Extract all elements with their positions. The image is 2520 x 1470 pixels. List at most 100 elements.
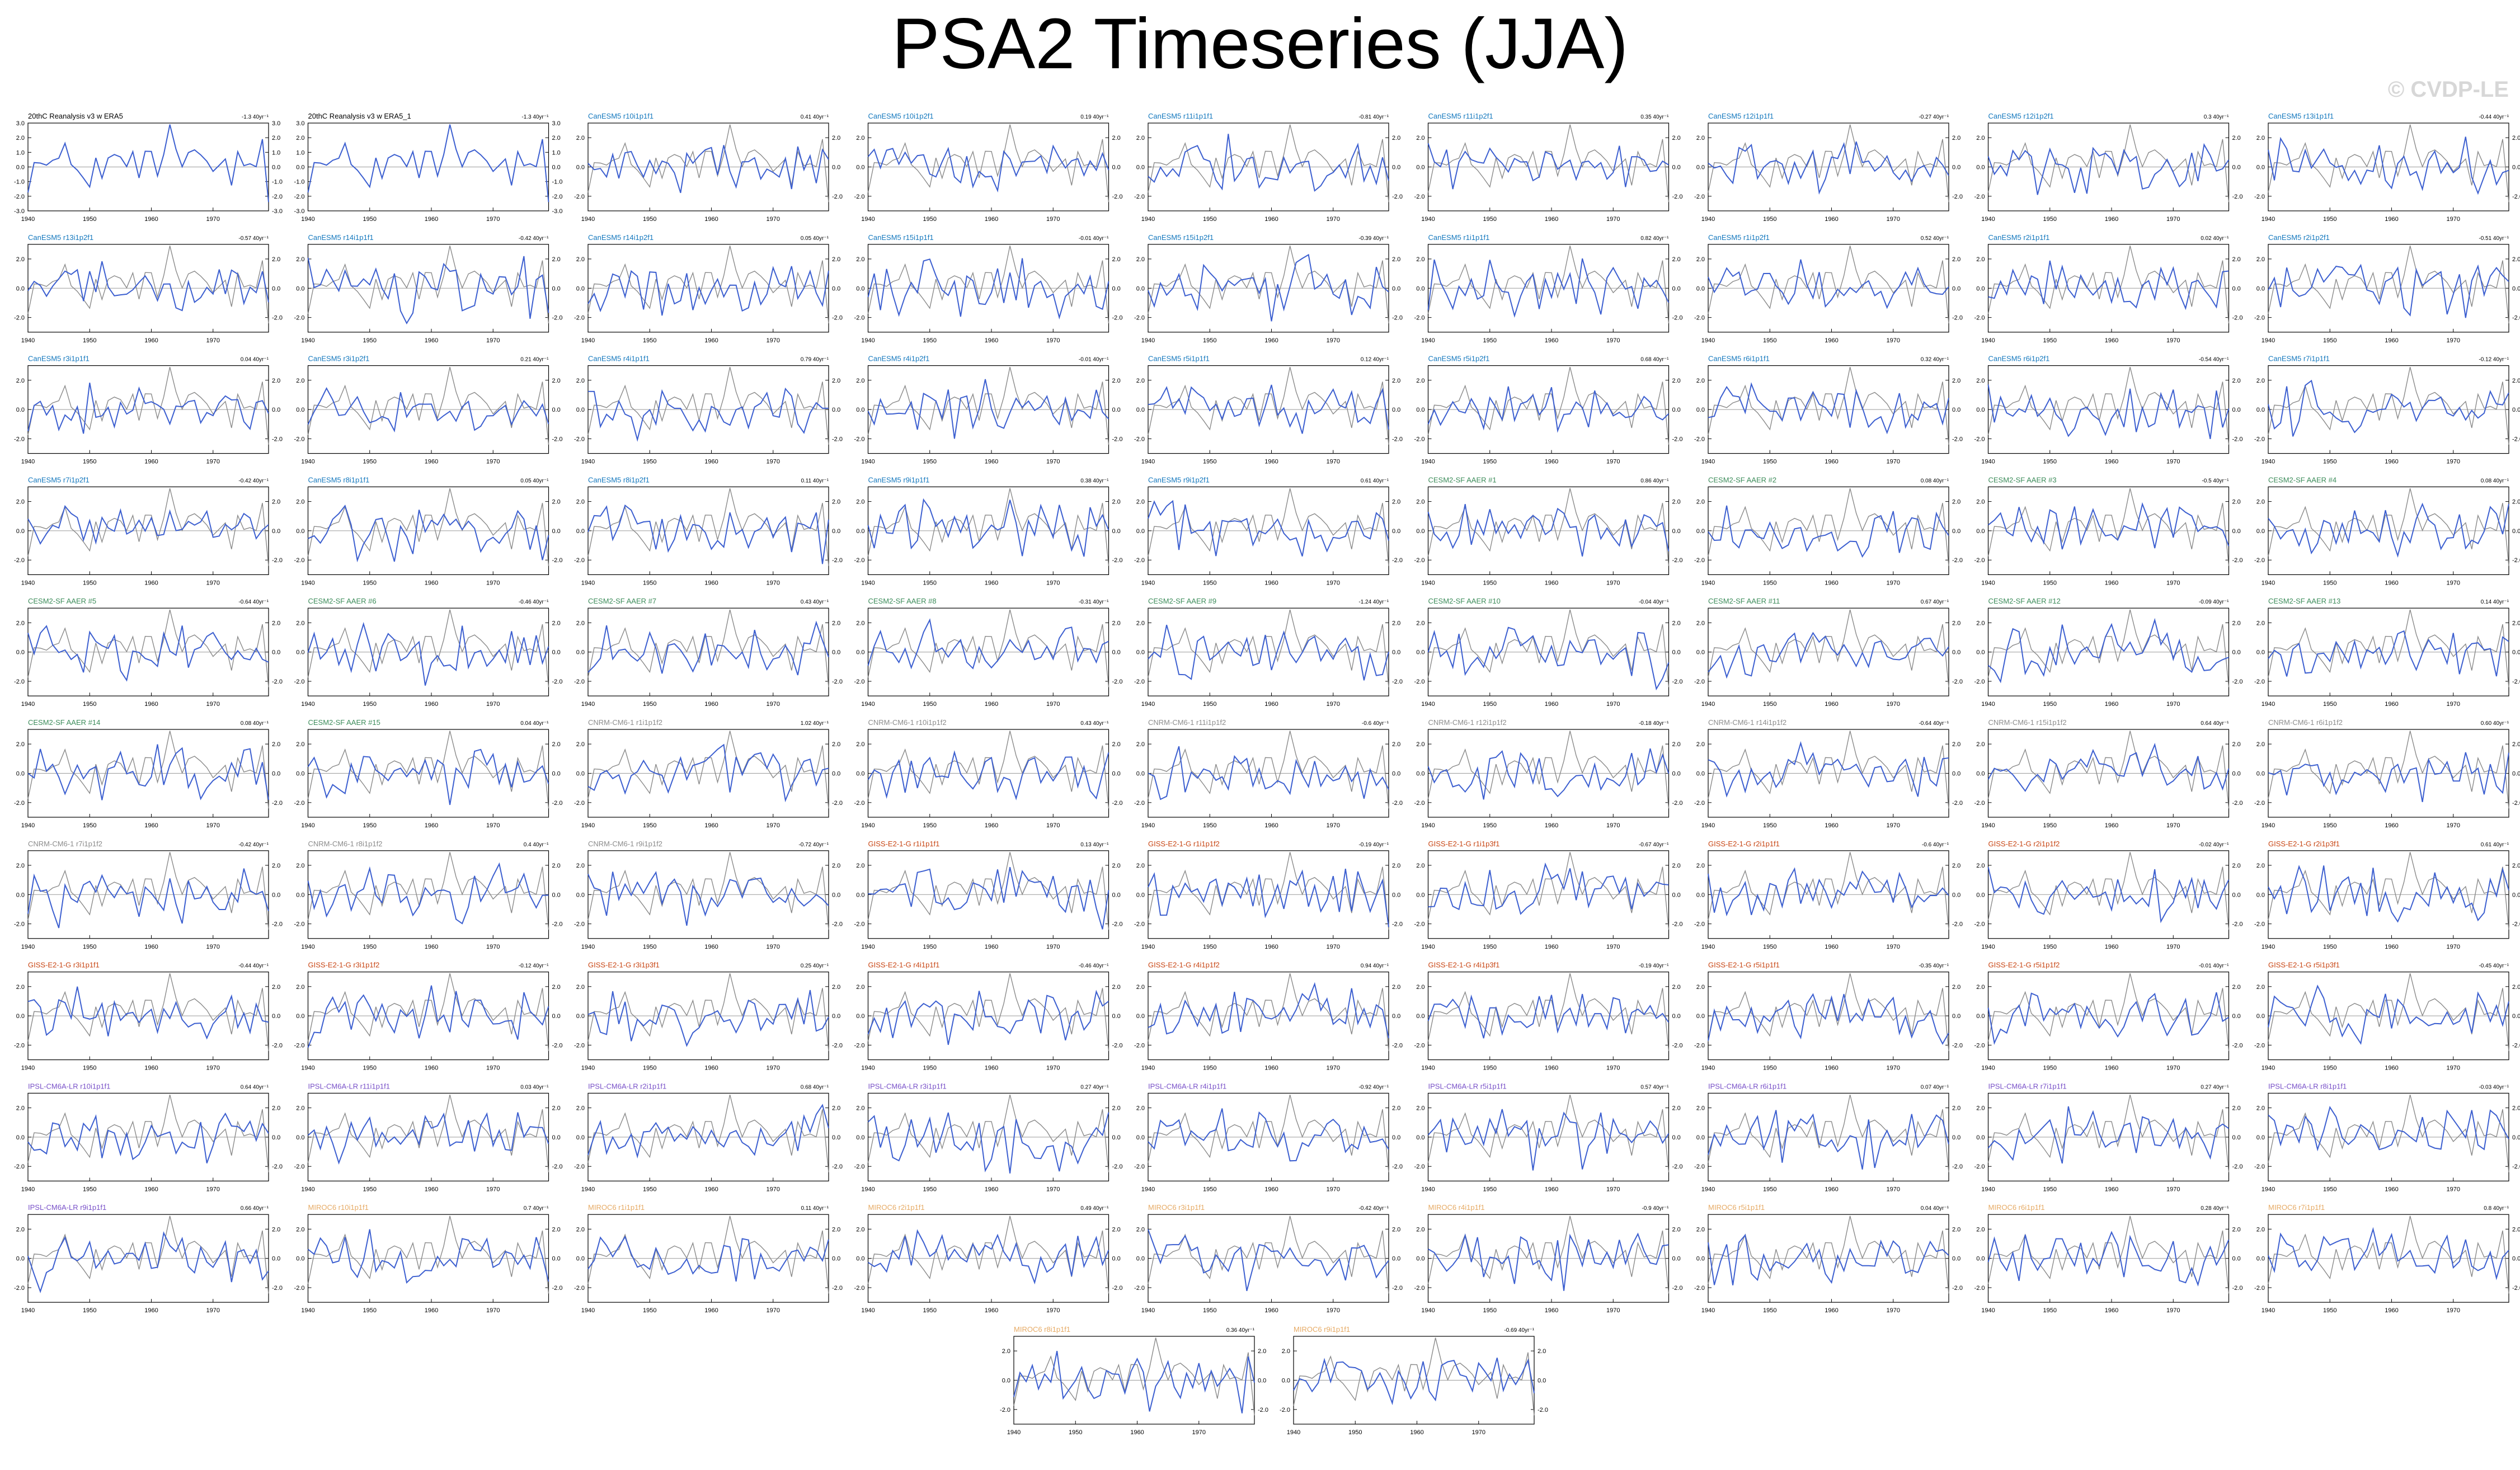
x-tick-label: 1970 (767, 822, 780, 829)
y-tick-label: -2.0 (854, 1163, 865, 1170)
y-tick-label: -2.0 (574, 1042, 585, 1049)
x-tick-label: 1950 (363, 1065, 377, 1072)
y-tick-label: -2.0 (854, 315, 865, 322)
y-tick-label-right: -2.0 (1672, 1163, 1683, 1170)
chart-panel: IPSL-CM6A-LR r2i1p1f1 0.68 40yr⁻¹ -2.0 -2.0… (574, 1082, 843, 1193)
x-tick-label: 1970 (206, 1307, 220, 1314)
y-tick-label-right: -2.0 (2512, 436, 2520, 442)
member-series-line (2268, 379, 2509, 437)
y-tick-label: 2.0 (1416, 1105, 1424, 1112)
y-tick-label: 0.0 (16, 528, 25, 535)
y-tick-label: 0.0 (1976, 649, 1985, 656)
chart-panel: CanESM5 r15i1p2f1 -0.39 40yr⁻¹ -2.0 -2.0 0.0… (1134, 233, 1403, 344)
x-tick-label: 1940 (21, 579, 35, 586)
obs-overlay-line (587, 367, 829, 445)
x-tick-label: 1950 (83, 337, 96, 344)
x-tick-label: 1960 (985, 944, 998, 950)
x-tick-label: 1970 (486, 701, 500, 708)
obs-overlay-line (1987, 973, 2230, 1051)
panel-trend: -0.64 40yr⁻¹ (1919, 720, 1949, 727)
obs-overlay-line (2268, 1215, 2509, 1294)
x-tick-label: 1960 (985, 1307, 998, 1314)
chart-panel: CanESM5 r3i1p1f1 0.04 40yr⁻¹ -2.0 -2.0 0.0 0.… (14, 355, 283, 465)
y-tick-label-right: 2.0 (2512, 984, 2520, 991)
y-tick-label: 2.0 (856, 741, 864, 748)
y-tick-label-right: 0.0 (552, 407, 561, 413)
x-tick-label: 1970 (2166, 1186, 2180, 1193)
member-series-line (1013, 1351, 1255, 1414)
y-tick-label: -2.0 (1414, 194, 1425, 200)
y-tick-label-right: -2.0 (1672, 436, 1683, 442)
panel-title: GISS-E2-1-G r1i1p1f2 (1148, 840, 1220, 848)
x-tick-label: 1960 (1264, 1065, 1278, 1072)
panel-title: CNRM-CM6-1 r7i1p1f2 (28, 840, 102, 848)
y-tick-label: -2.0 (1694, 921, 1705, 928)
y-tick-label: 0.0 (1696, 1134, 1705, 1141)
chart-panel: 20thC Reanalysis v3 w ERA5 -1.3 40yr⁻¹ -3.… (14, 112, 283, 223)
y-tick-label: 2.0 (576, 499, 585, 506)
obs-overlay-line (1987, 246, 2230, 324)
panel-title: IPSL-CM6A-LR r4i1p1f1 (1148, 1082, 1226, 1090)
x-tick-label: 1940 (1421, 579, 1435, 586)
x-tick-label: 1950 (1483, 1307, 1497, 1314)
y-tick-label: 2.0 (1416, 499, 1424, 506)
y-tick-label: 0.0 (2256, 892, 2265, 898)
panel-trend: -0.12 40yr⁻¹ (2479, 357, 2509, 363)
chart-panel: CanESM5 r11i1p1f1 -0.81 40yr⁻¹ -2.0 -2.0 0.0… (1134, 112, 1403, 223)
chart-panel: CanESM5 r14i1p1f1 -0.42 40yr⁻¹ -2.0 -2.0 0.0… (294, 233, 563, 344)
x-tick-label: 1950 (1763, 1186, 1776, 1193)
x-tick-label: 1940 (21, 459, 35, 465)
y-tick-label-right: 0.0 (2232, 771, 2241, 778)
y-tick-label-right: 2.0 (2512, 620, 2520, 626)
y-tick-label-right: 2.0 (552, 741, 561, 748)
panel-title: CanESM5 r9i1p2f1 (1148, 475, 1210, 484)
y-tick-label-right: 0.0 (1672, 771, 1681, 778)
chart-panel: CNRM-CM6-1 r1i1p1f2 1.02 40yr⁻¹ -2.0 -2.0 0.… (574, 718, 843, 829)
y-tick-label: -1.0 (294, 179, 305, 186)
y-tick-label: 0.0 (2256, 1256, 2265, 1262)
y-tick-label: -2.0 (14, 800, 25, 807)
y-tick-label: 2.0 (296, 256, 304, 263)
y-tick-label-right: 2.0 (1952, 256, 1960, 263)
panel-title: 20thC Reanalysis v3 w ERA5_1 (308, 112, 411, 120)
y-tick-label: 0.0 (1696, 164, 1705, 171)
chart-panel: CanESM5 r10i1p2f1 0.19 40yr⁻¹ -2.0 -2.0 0.0 0… (854, 112, 1123, 223)
obs-overlay-line (1987, 488, 2230, 566)
y-tick-label-right: 2.0 (832, 620, 840, 626)
y-tick-label: 0.0 (1416, 1256, 1424, 1262)
y-tick-label-right: 2.0 (1672, 256, 1681, 263)
y-tick-label: 2.0 (1416, 984, 1424, 991)
y-tick-label: 0.0 (856, 407, 864, 413)
y-tick-label-right: 0.0 (2512, 771, 2520, 778)
obs-overlay-line (1708, 609, 1949, 687)
panel-trend: 0.32 40yr⁻¹ (1921, 357, 1949, 363)
y-tick-label: 2.0 (2256, 1105, 2265, 1112)
x-tick-label: 1950 (923, 216, 937, 223)
y-tick-label: 0.0 (856, 164, 864, 171)
y-tick-label: 2.0 (2256, 135, 2265, 142)
x-tick-label: 1960 (144, 337, 158, 344)
x-tick-label: 1940 (301, 337, 314, 344)
x-tick-label: 1950 (83, 701, 96, 708)
panel-title: CNRM-CM6-1 r8i1p1f2 (308, 840, 383, 848)
y-tick-label: 2.0 (1696, 620, 1705, 626)
x-tick-label: 1950 (2043, 337, 2057, 344)
obs-overlay-line (2268, 124, 2509, 202)
y-tick-label: 2.0 (1976, 499, 1985, 506)
x-tick-label: 1970 (1327, 459, 1340, 465)
y-tick-label: -2.0 (14, 436, 25, 442)
y-tick-label-right: 0.0 (552, 892, 561, 898)
y-tick-label: -2.0 (1694, 1163, 1705, 1170)
member-series-line (1427, 258, 1670, 318)
x-tick-label: 1940 (861, 1307, 875, 1314)
member-series-line (27, 1112, 269, 1163)
x-tick-label: 1950 (363, 701, 377, 708)
panel-trend: 0.52 40yr⁻¹ (1921, 235, 1949, 242)
x-tick-label: 1960 (1545, 1307, 1558, 1314)
x-tick-label: 1950 (923, 1065, 937, 1072)
y-tick-label-right: 0.0 (2512, 164, 2520, 171)
member-series-line (1427, 504, 1670, 557)
x-tick-label: 1960 (1264, 579, 1278, 586)
obs-overlay-line (1148, 246, 1389, 324)
panel-trend: 0.25 40yr⁻¹ (801, 963, 829, 969)
